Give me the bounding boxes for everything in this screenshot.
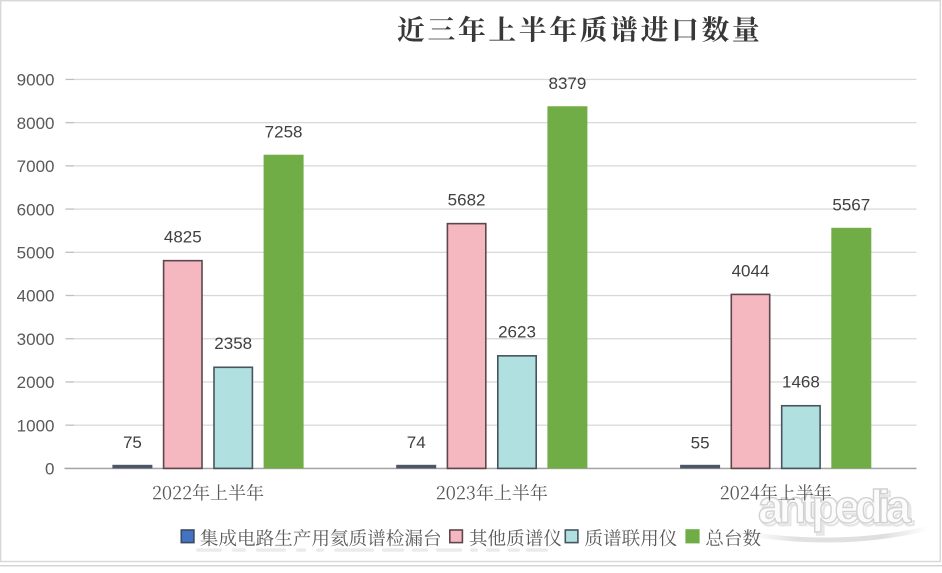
svg-text:4044: 4044 <box>732 261 770 280</box>
svg-text:5000: 5000 <box>17 244 55 263</box>
svg-text:1468: 1468 <box>782 373 820 392</box>
svg-text:5682: 5682 <box>448 191 486 210</box>
svg-text:antpedia: antpedia <box>758 481 911 533</box>
svg-text:55: 55 <box>691 434 710 453</box>
svg-text:2000: 2000 <box>17 373 55 392</box>
svg-text:7000: 7000 <box>17 157 55 176</box>
svg-text:4000: 4000 <box>17 287 55 306</box>
svg-text:74: 74 <box>407 433 426 452</box>
svg-text:75: 75 <box>123 433 142 452</box>
svg-text:8379: 8379 <box>548 74 586 93</box>
svg-text:2623: 2623 <box>498 323 536 342</box>
svg-text:7258: 7258 <box>265 122 303 141</box>
svg-text:0: 0 <box>45 460 54 479</box>
svg-text:3000: 3000 <box>17 330 55 349</box>
svg-text:2358: 2358 <box>214 334 252 353</box>
svg-text:antpedia: antpedia <box>760 483 913 535</box>
svg-text:6000: 6000 <box>17 200 55 219</box>
svg-text:9000: 9000 <box>17 71 55 90</box>
svg-text:5567: 5567 <box>832 195 870 214</box>
svg-text:4825: 4825 <box>164 228 202 247</box>
svg-text:8000: 8000 <box>17 114 55 133</box>
svg-text:1000: 1000 <box>17 416 55 435</box>
